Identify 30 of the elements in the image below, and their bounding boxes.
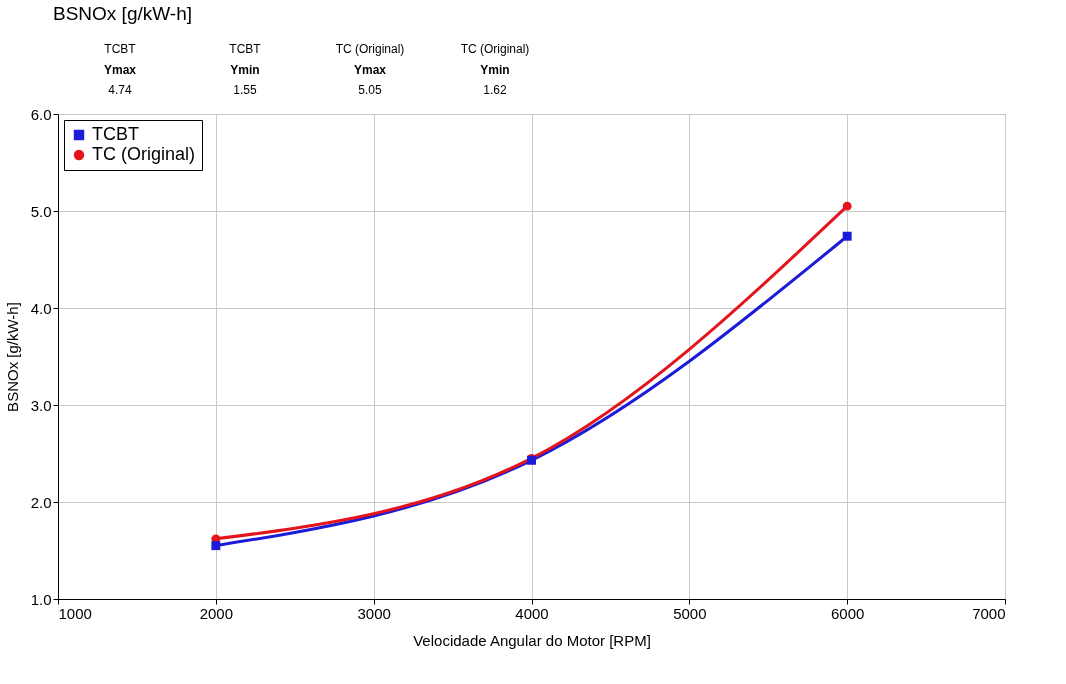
legend-label: TC (Original) (92, 144, 196, 164)
chart-title: BSNOx [g/kW-h] (53, 3, 193, 24)
x-tick-label: 5000 (673, 604, 707, 622)
y-tick-label: 1.0 (30, 590, 52, 608)
y-tick-label: 3.0 (30, 396, 52, 414)
text: TCBT (104, 42, 137, 56)
text: TC (Original) (460, 42, 530, 56)
text: Ymax (353, 63, 387, 77)
text: Ymax (103, 63, 137, 77)
text: 1.62 (483, 83, 507, 97)
x-axis-title: Velocidade Angular do Motor [RPM] (413, 631, 651, 649)
text: Ymin (480, 63, 510, 77)
x-tick-label: 7000 (972, 604, 1006, 622)
y-tick-label: 5.0 (30, 202, 52, 220)
legend-label: TCBT (92, 124, 139, 144)
x-tick-label: 1000 (58, 604, 92, 622)
text: TC (Original) (335, 42, 405, 56)
x-tick-label: 2000 (199, 604, 234, 622)
y-tick-label: 6.0 (30, 105, 52, 123)
y-tick-label: 4.0 (30, 299, 52, 317)
text: 4.74 (108, 83, 132, 97)
y-axis-title: BSNOx [g/kW-h] (3, 302, 21, 412)
text: 5.05 (358, 83, 382, 97)
text: TCBT (229, 42, 262, 56)
x-tick-label: 4000 (515, 604, 549, 622)
x-tick-label: 6000 (830, 604, 865, 622)
x-tick-label: 3000 (357, 604, 391, 622)
text: 1.55 (233, 83, 257, 97)
text: Ymin (230, 63, 260, 77)
y-tick-label: 2.0 (30, 493, 52, 511)
